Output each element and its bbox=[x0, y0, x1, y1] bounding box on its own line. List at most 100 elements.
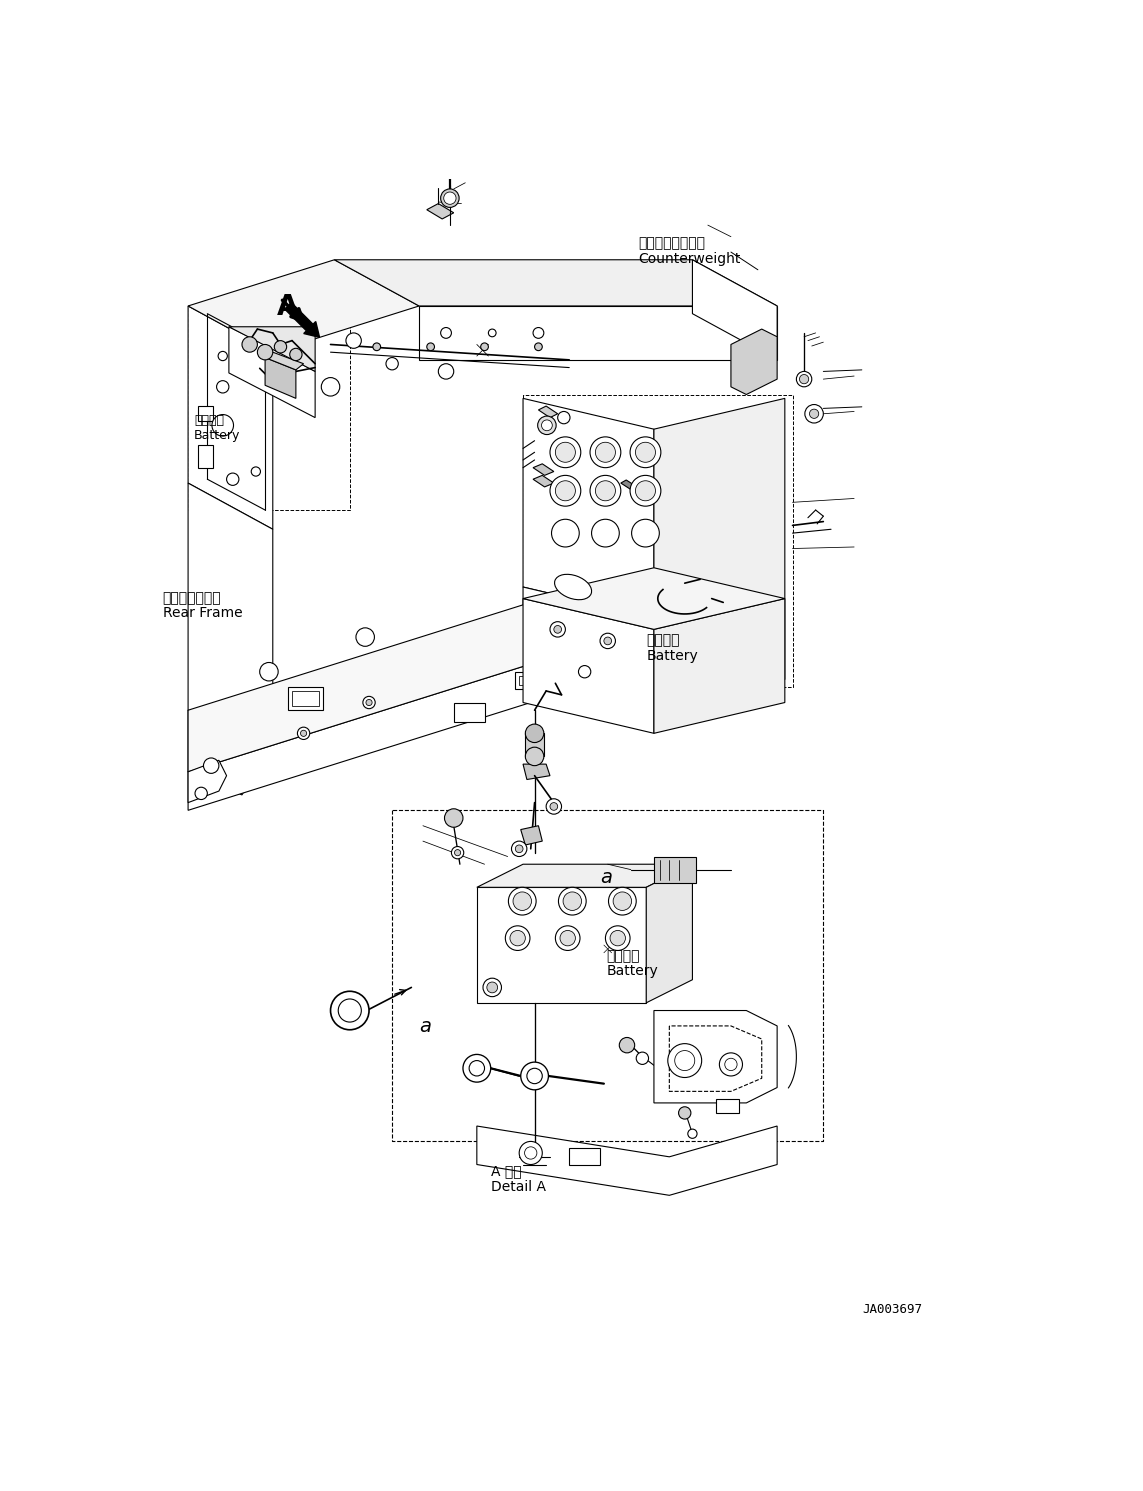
Polygon shape bbox=[521, 826, 542, 845]
Circle shape bbox=[521, 1062, 549, 1090]
Circle shape bbox=[274, 340, 287, 353]
Polygon shape bbox=[335, 259, 777, 306]
Bar bbox=[581, 641, 604, 653]
Polygon shape bbox=[559, 476, 575, 486]
Circle shape bbox=[515, 845, 523, 853]
Polygon shape bbox=[533, 476, 554, 488]
Circle shape bbox=[451, 847, 464, 859]
Circle shape bbox=[592, 519, 620, 547]
Circle shape bbox=[195, 787, 207, 799]
Circle shape bbox=[289, 349, 302, 361]
Circle shape bbox=[550, 622, 566, 637]
Circle shape bbox=[463, 1054, 490, 1082]
Circle shape bbox=[550, 802, 558, 810]
Circle shape bbox=[355, 628, 375, 646]
Circle shape bbox=[297, 728, 310, 740]
Polygon shape bbox=[646, 865, 693, 1003]
Circle shape bbox=[555, 480, 575, 501]
Polygon shape bbox=[523, 398, 654, 617]
Polygon shape bbox=[654, 598, 785, 734]
Circle shape bbox=[242, 337, 257, 352]
Circle shape bbox=[606, 926, 630, 950]
Polygon shape bbox=[654, 398, 785, 710]
Circle shape bbox=[636, 480, 655, 501]
Circle shape bbox=[542, 420, 552, 431]
Polygon shape bbox=[523, 568, 785, 629]
Text: Rear Frame: Rear Frame bbox=[162, 607, 242, 620]
Circle shape bbox=[608, 887, 637, 915]
Bar bbox=[569, 1148, 600, 1164]
Text: Battery: Battery bbox=[646, 649, 698, 662]
Circle shape bbox=[559, 887, 586, 915]
Circle shape bbox=[526, 747, 544, 766]
Ellipse shape bbox=[554, 574, 592, 599]
Circle shape bbox=[455, 850, 461, 856]
Polygon shape bbox=[265, 352, 304, 370]
Polygon shape bbox=[477, 887, 646, 1003]
Polygon shape bbox=[419, 306, 777, 359]
Circle shape bbox=[321, 377, 339, 397]
Circle shape bbox=[550, 476, 581, 505]
Circle shape bbox=[719, 1053, 743, 1077]
Text: バッテリ: バッテリ bbox=[194, 414, 224, 426]
Polygon shape bbox=[189, 483, 273, 741]
Circle shape bbox=[637, 1053, 648, 1065]
Text: Detail A: Detail A bbox=[490, 1179, 545, 1194]
Circle shape bbox=[510, 930, 526, 945]
Circle shape bbox=[596, 443, 615, 462]
Circle shape bbox=[487, 983, 497, 993]
Polygon shape bbox=[693, 259, 777, 359]
Circle shape bbox=[509, 887, 536, 915]
Circle shape bbox=[554, 626, 561, 634]
Circle shape bbox=[688, 1129, 697, 1138]
Polygon shape bbox=[189, 306, 273, 529]
Bar bbox=[291, 690, 319, 707]
Circle shape bbox=[604, 637, 612, 644]
Circle shape bbox=[301, 731, 306, 737]
Circle shape bbox=[251, 467, 261, 476]
Circle shape bbox=[525, 1147, 537, 1159]
Circle shape bbox=[537, 416, 557, 434]
Circle shape bbox=[725, 1059, 737, 1071]
Polygon shape bbox=[533, 464, 554, 476]
Circle shape bbox=[578, 665, 591, 678]
Circle shape bbox=[373, 343, 381, 350]
Circle shape bbox=[438, 364, 454, 379]
Circle shape bbox=[555, 926, 580, 950]
Circle shape bbox=[560, 930, 575, 945]
Text: リヤーフレーム: リヤーフレーム bbox=[162, 590, 222, 605]
Circle shape bbox=[563, 892, 582, 911]
Polygon shape bbox=[426, 204, 454, 219]
Polygon shape bbox=[189, 760, 226, 802]
Circle shape bbox=[488, 330, 496, 337]
Bar bbox=[454, 702, 485, 722]
Circle shape bbox=[590, 476, 621, 505]
Polygon shape bbox=[229, 327, 315, 371]
Circle shape bbox=[620, 1038, 634, 1053]
Bar bbox=[716, 1099, 738, 1112]
Text: バッテリ: バッテリ bbox=[646, 634, 680, 647]
Bar bbox=[198, 444, 214, 468]
Text: カウンタウェイト: カウンタウェイト bbox=[639, 237, 705, 250]
Text: A: A bbox=[277, 292, 298, 321]
Polygon shape bbox=[523, 598, 654, 734]
Circle shape bbox=[203, 757, 218, 774]
Circle shape bbox=[330, 992, 369, 1030]
Text: Battery: Battery bbox=[194, 429, 241, 443]
Circle shape bbox=[799, 374, 809, 383]
Text: Counterweight: Counterweight bbox=[639, 252, 741, 265]
Polygon shape bbox=[189, 710, 273, 795]
Circle shape bbox=[441, 189, 459, 207]
Circle shape bbox=[483, 978, 502, 996]
Polygon shape bbox=[621, 480, 637, 491]
Circle shape bbox=[443, 192, 456, 204]
Circle shape bbox=[257, 344, 273, 359]
Polygon shape bbox=[654, 1011, 777, 1103]
Circle shape bbox=[636, 443, 655, 462]
Bar bbox=[288, 687, 322, 710]
Circle shape bbox=[505, 926, 530, 950]
Circle shape bbox=[546, 799, 561, 814]
Polygon shape bbox=[654, 856, 696, 884]
Text: バッテリ: バッテリ bbox=[606, 948, 640, 963]
Circle shape bbox=[216, 380, 229, 394]
